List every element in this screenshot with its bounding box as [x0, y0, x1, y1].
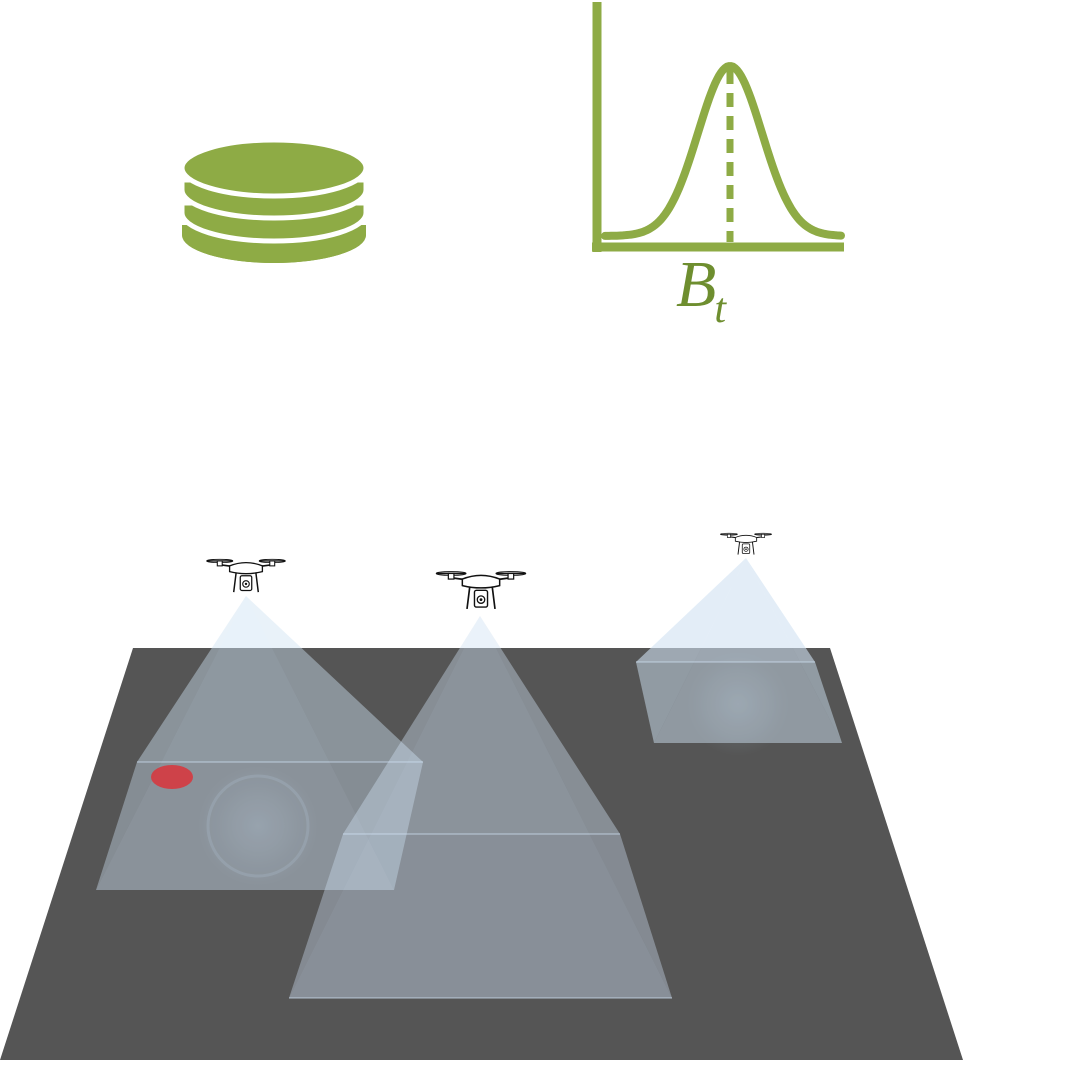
drone-icon: [719, 532, 773, 556]
camera-fov-drone-2: [289, 616, 672, 999]
target-marker: [151, 765, 193, 789]
camera-fov-drone-1: [96, 596, 423, 890]
belief-label-subscript: t: [714, 286, 726, 332]
gaussian-curve: [601, 62, 845, 240]
camera-fov-drone-3: [636, 558, 842, 743]
drone-icon: [435, 570, 527, 611]
belief-label: Bt: [676, 252, 728, 331]
database-icon: [179, 137, 369, 263]
belief-label-main: B: [676, 248, 717, 321]
drone-icon: [205, 558, 287, 593]
belief-distribution-plot: [592, 2, 845, 252]
footprint-shadows: [198, 652, 790, 886]
